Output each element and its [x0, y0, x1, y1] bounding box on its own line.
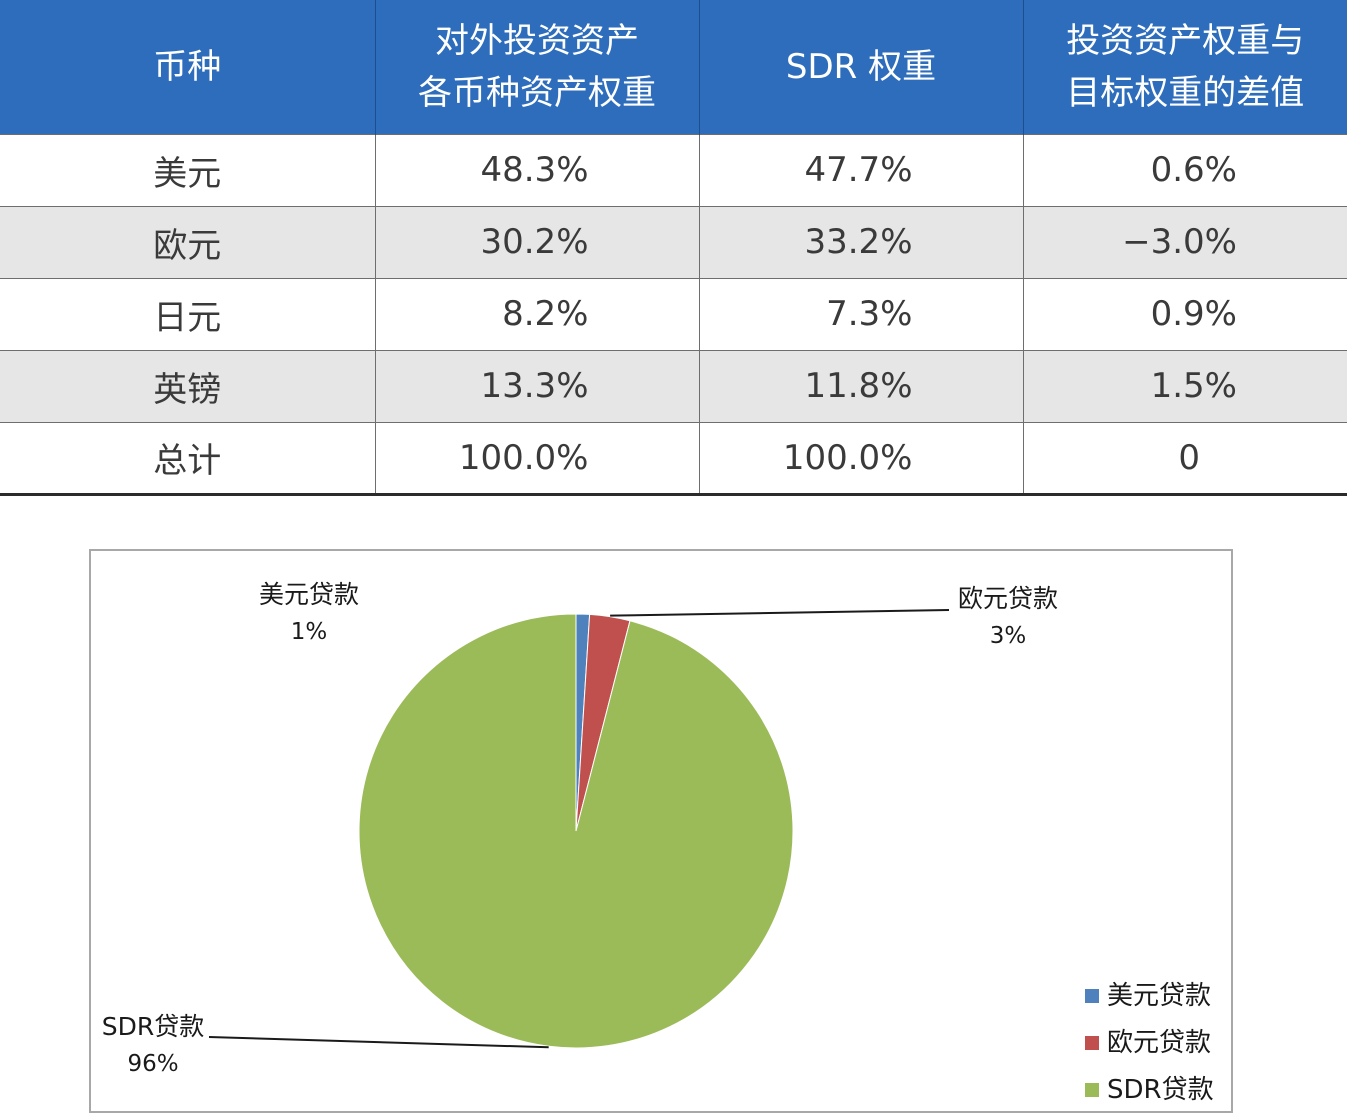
cell-diff: 0.6% — [1023, 133, 1347, 206]
header-asset-weight: 对外投资资产 各币种资产权重 — [375, 0, 700, 134]
legend-label: 美元贷款 — [1107, 981, 1211, 1011]
header-asset-weight-text: 对外投资资产 各币种资产权重 — [418, 20, 656, 113]
cell-diff: −3.0% — [1023, 205, 1347, 278]
legend-swatch — [1085, 989, 1099, 1003]
cell-currency: 欧元 — [0, 205, 376, 278]
cell-sdr-weight: 33.2% — [699, 205, 1024, 278]
data-label-name: SDR贷款 — [102, 1012, 205, 1041]
header-diff-text: 投资资产权重与 目标权重的差值 — [1066, 20, 1305, 113]
cell-currency: 总计 — [0, 421, 376, 496]
legend-label: 欧元贷款 — [1107, 1028, 1211, 1058]
table-row: 欧元 30.2% 33.2% −3.0% — [0, 205, 1347, 278]
cell-currency: 日元 — [0, 277, 376, 350]
cell-sdr-weight: 11.8% — [699, 349, 1024, 422]
cell-diff-text: 0 — [1178, 437, 1201, 478]
table-row: 英镑 13.3% 11.8% 1.5% — [0, 349, 1347, 422]
table-row-total: 总计 100.0% 100.0% 0 — [0, 421, 1347, 496]
data-label-value: 1% — [291, 619, 328, 645]
data-label-value: 96% — [127, 1051, 178, 1077]
leader-line — [208, 1036, 549, 1049]
cell-sdr-weight: 47.7% — [699, 133, 1024, 206]
cell-asset-weight: 100.0% — [375, 421, 700, 496]
pie-slice — [358, 613, 794, 1049]
table-header-row: 币种 对外投资资产 各币种资产权重 SDR 权重 投资资产权重与 目标权重的差值 — [0, 0, 1347, 134]
cell-asset-weight: 8.2% — [375, 277, 700, 350]
cell-sdr-weight: 7.3% — [699, 277, 1024, 350]
legend-swatch — [1085, 1036, 1099, 1050]
cell-asset-weight: 13.3% — [375, 349, 700, 422]
cell-currency: 英镑 — [0, 349, 376, 422]
header-diff: 投资资产权重与 目标权重的差值 — [1023, 0, 1347, 134]
data-label-value: 3% — [990, 623, 1027, 649]
cell-diff: 0 — [1023, 421, 1347, 496]
cell-currency: 美元 — [0, 133, 376, 206]
cell-diff: 0.9% — [1023, 277, 1347, 350]
weights-table: 币种 对外投资资产 各币种资产权重 SDR 权重 投资资产权重与 目标权重的差值 美… — [0, 0, 1347, 496]
leader-line — [610, 609, 950, 617]
cell-sdr-weight: 100.0% — [699, 421, 1024, 496]
pie-chart-frame: 美元贷款 1% 欧元贷款 3% SDR贷款 96% 美元贷款 欧元贷款 SDR贷款 — [89, 549, 1233, 1113]
header-currency: 币种 — [0, 0, 376, 134]
table-row: 日元 8.2% 7.3% 0.9% — [0, 277, 1347, 350]
data-label-name: 美元贷款 — [259, 580, 359, 609]
cell-diff: 1.5% — [1023, 349, 1347, 422]
header-sdr-weight: SDR 权重 — [699, 0, 1024, 134]
cell-asset-weight: 48.3% — [375, 133, 700, 206]
table-row: 美元 48.3% 47.7% 0.6% — [0, 133, 1347, 206]
data-label-name: 欧元贷款 — [958, 584, 1058, 613]
legend-label: SDR贷款 — [1107, 1075, 1214, 1105]
legend-swatch — [1085, 1083, 1099, 1097]
cell-asset-weight: 30.2% — [375, 205, 700, 278]
